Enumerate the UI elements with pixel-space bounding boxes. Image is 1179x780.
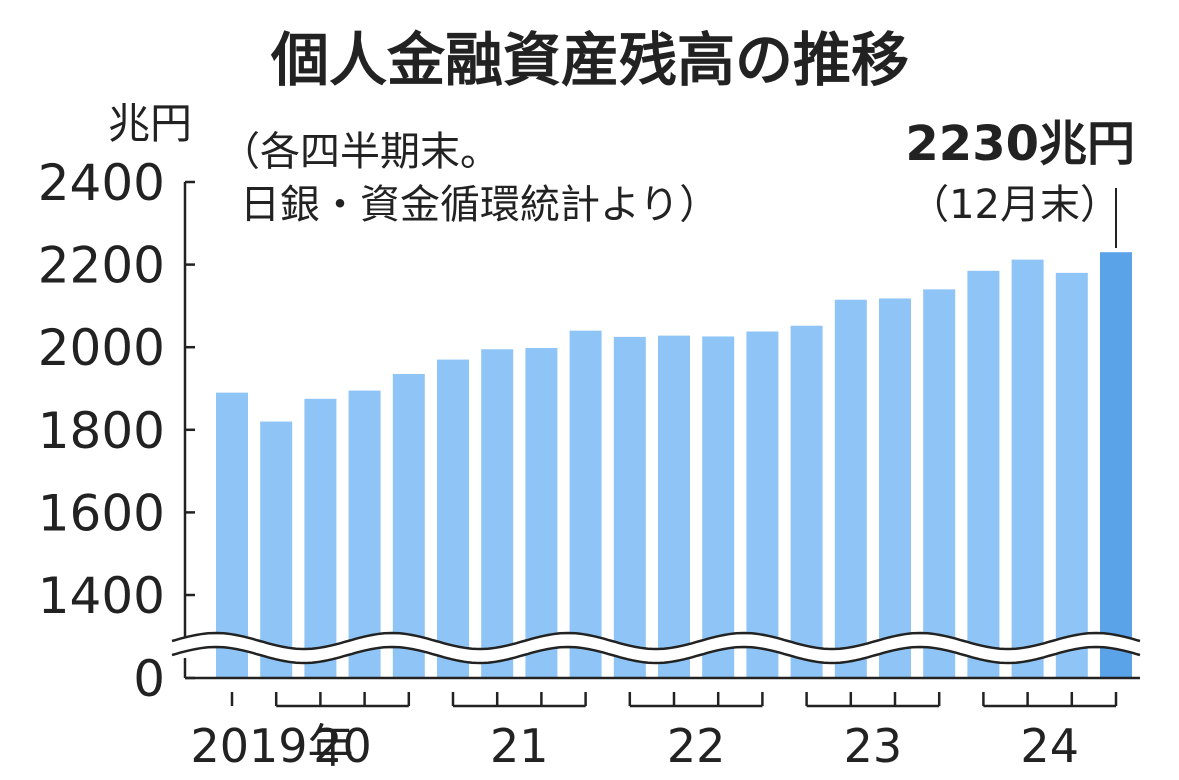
bar-14 — [834, 299, 867, 678]
bar-8 — [569, 330, 602, 678]
bar-11 — [702, 336, 735, 678]
x-year-label-2: 21 — [490, 719, 549, 773]
break-band — [172, 633, 1142, 663]
y-tick-label-3: 1800 — [38, 402, 165, 460]
bar-12 — [746, 331, 779, 678]
y-tick-label-5: 1400 — [38, 567, 165, 625]
bar-18 — [1011, 259, 1044, 678]
callout-subtitle: （12月末） — [909, 182, 1120, 228]
bar-15 — [879, 298, 911, 678]
x-year-label-4: 23 — [844, 719, 903, 773]
break-line-bottom — [171, 645, 1141, 665]
bar-5 — [437, 359, 469, 678]
bar-0 — [216, 392, 248, 678]
y-tick-label-1: 2200 — [38, 237, 165, 295]
callout-value: 2230兆円 — [905, 116, 1135, 172]
bar-3 — [348, 390, 381, 678]
bar-1 — [260, 421, 293, 678]
x-year-label-1: 20 — [313, 719, 372, 773]
axes — [183, 180, 1140, 680]
x-year-label-0: 2019年 — [190, 719, 353, 773]
bar-17 — [967, 270, 1000, 678]
bar-19 — [1055, 272, 1088, 678]
y-tick-label-2: 2000 — [38, 319, 165, 377]
bar-2 — [304, 398, 337, 678]
y-unit-label: 兆円 — [108, 99, 192, 148]
bar-4 — [392, 374, 425, 678]
bar-13 — [790, 325, 823, 678]
break-line-top — [171, 631, 1141, 651]
axis-break — [171, 631, 1142, 665]
note-line-1: （各四半期末。 — [220, 129, 500, 175]
bar-9 — [613, 336, 646, 678]
bar-16 — [923, 289, 956, 678]
bar-10 — [658, 335, 690, 678]
y-tick-label-4: 1600 — [38, 484, 165, 542]
y-tick-label-0: 2400 — [38, 154, 165, 212]
chart-title: 個人金融資産残高の推移 — [270, 26, 909, 94]
x-year-label-5: 24 — [1020, 719, 1079, 773]
bar-group — [216, 252, 1132, 678]
bar-6 — [481, 349, 514, 678]
y-tick-labels: 2400 2200 2000 1800 1600 1400 0 — [38, 154, 165, 708]
x-year-label-3: 22 — [667, 719, 726, 773]
bar-20 — [1100, 252, 1132, 678]
y-tick-label-zero: 0 — [133, 650, 165, 708]
note-line-2: 日銀・資金循環統計より） — [240, 182, 719, 228]
bar-7 — [525, 348, 558, 678]
